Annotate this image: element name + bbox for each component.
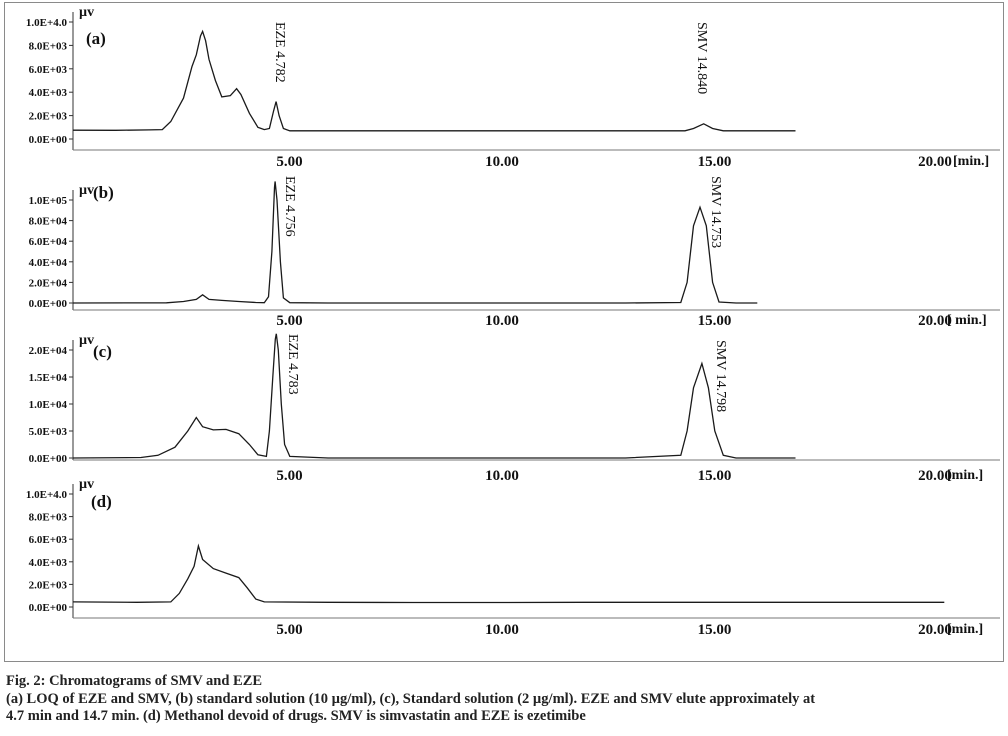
panel-c-y-tick-label: 5.0E+03 xyxy=(29,426,68,438)
panel-c-peak-label: SMV 14.798 xyxy=(713,340,728,412)
panel-a-y-tick-label: 0.0E+00 xyxy=(29,134,68,146)
panel-c-x-tick-label: 10.00 xyxy=(485,468,519,484)
panel-d-y-tick-label: 4.0E+03 xyxy=(29,557,68,569)
panel-b-y-tick-label: 0.0E+00 xyxy=(29,298,68,310)
panel-d-trace xyxy=(72,543,945,604)
panel-b-x-unit: [ min.] xyxy=(947,313,987,328)
panel-c-y-tick-label: 1.5E+04 xyxy=(29,372,68,384)
panel-b-x-tick-label: 5.00 xyxy=(276,313,302,329)
panel-c-x-tick-label: 20.00 xyxy=(918,468,952,484)
panel-d-y-tick-label: 0.0E+00 xyxy=(29,602,68,614)
panel-c-y-unit: µv xyxy=(79,333,94,348)
panel-b-peak-label: EZE 4.756 xyxy=(282,176,297,237)
panel-a-y-tick-label: 2.0E+03 xyxy=(29,111,68,123)
panel-a-x-tick-label: 20.00 xyxy=(918,154,952,170)
caption-line-1: (a) LOQ of EZE and SMV, (b) standard sol… xyxy=(6,690,816,707)
panel-a-x-tick-label: 10.00 xyxy=(485,154,519,170)
panel-a-x-tick-label: 5.00 xyxy=(276,154,302,170)
panel-c-label: (c) xyxy=(93,342,112,361)
figure-caption: Fig. 2: Chromatograms of SMV and EZE (a)… xyxy=(6,673,1004,726)
panel-b-y-tick-label: 8.0E+04 xyxy=(29,216,68,228)
panel-c-y-tick-label: 0.0E+00 xyxy=(29,453,68,465)
panel-b-y-tick-label: 4.0E+04 xyxy=(29,257,68,269)
panel-a-x-tick-label: 15.00 xyxy=(698,154,732,170)
figure-frame xyxy=(4,2,1004,662)
panel-a-trace xyxy=(72,29,796,132)
panel-c-peak-label: EZE 4.783 xyxy=(285,334,300,395)
panel-d-x-tick-label: 10.00 xyxy=(485,622,519,638)
panel-c-x-unit: [min.] xyxy=(947,468,983,483)
panel-b-x-tick-label: 20.00 xyxy=(918,313,952,329)
panel-b-y-tick-label: 2.0E+04 xyxy=(29,277,68,289)
panel-a-y-tick-label: 6.0E+03 xyxy=(29,64,68,76)
panel-d-x-unit: [min.] xyxy=(947,622,983,637)
panel-a-peak-label: EZE 4.782 xyxy=(272,22,287,83)
panel-b-y-unit: µv xyxy=(79,183,94,198)
panel-d-y-tick-label: 2.0E+03 xyxy=(29,579,68,591)
panel-b-x-tick-label: 15.00 xyxy=(698,313,732,329)
panel-b-peak-label: SMV 14.753 xyxy=(708,176,723,248)
panel-c-x-tick-label: 15.00 xyxy=(698,468,732,484)
panel-a-x-unit: [min.] xyxy=(953,154,989,169)
panel-c-y-tick-label: 1.0E+04 xyxy=(29,399,68,411)
panel-d-x-tick-label: 15.00 xyxy=(698,622,732,638)
panel-d-x-tick-label: 5.00 xyxy=(276,622,302,638)
chromatogram-figure: 1.0E+4.0 8.0E+03 6.0E+03 4.0E+03 2.0E+03 0.0E… xyxy=(26,5,1000,638)
panel-d-y-tick-label: 1.0E+4.0 xyxy=(26,489,68,501)
panel-a-y-tick-label: 4.0E+03 xyxy=(29,87,68,99)
panel-d-x-tick-label: 20.00 xyxy=(918,622,952,638)
panel-b-trace xyxy=(72,181,758,304)
panel-a-y-unit: µv xyxy=(79,5,94,20)
panel-b-y-tick-label: 6.0E+04 xyxy=(29,236,68,248)
panel-c-y-tick-label: 2.0E+04 xyxy=(29,345,68,357)
panel-a-peak-label: SMV 14.840 xyxy=(694,22,709,94)
panel-b-y-tick-label: 1.0E+05 xyxy=(29,195,68,207)
panel-b-label: (b) xyxy=(93,183,114,202)
panel-d-y-unit: µv xyxy=(79,477,94,492)
panel-b-x-tick-label: 10.00 xyxy=(485,313,519,329)
panel-d-y-tick-label: 8.0E+03 xyxy=(29,512,68,524)
panel-c-trace xyxy=(72,333,796,459)
caption-title: Fig. 2: Chromatograms of SMV and EZE xyxy=(6,673,263,689)
panel-d-label: (d) xyxy=(91,492,112,511)
panel-a-label: (a) xyxy=(86,29,106,48)
panel-c-x-tick-label: 5.00 xyxy=(276,468,302,484)
panel-d-y-tick-label: 6.0E+03 xyxy=(29,534,68,546)
caption-line-2: 4.7 min and 14.7 min. (d) Methanol devoi… xyxy=(6,708,586,724)
panel-a-y-tick-label: 8.0E+03 xyxy=(29,40,68,52)
panel-a-y-tick-label: 1.0E+4.0 xyxy=(26,17,68,29)
